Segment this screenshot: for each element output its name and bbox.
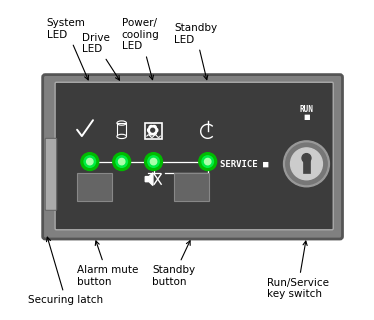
Circle shape: [152, 131, 156, 135]
Circle shape: [87, 158, 93, 165]
Text: Standby
LED: Standby LED: [174, 23, 217, 80]
Circle shape: [84, 156, 96, 167]
FancyBboxPatch shape: [45, 138, 57, 210]
Circle shape: [152, 125, 156, 130]
Circle shape: [199, 153, 217, 171]
Text: Standby
button: Standby button: [152, 241, 195, 287]
FancyBboxPatch shape: [43, 75, 343, 239]
Circle shape: [148, 128, 152, 132]
Circle shape: [145, 153, 162, 171]
Circle shape: [283, 141, 329, 187]
Bar: [145, 123, 162, 139]
Circle shape: [202, 156, 214, 167]
Ellipse shape: [117, 134, 126, 139]
Circle shape: [291, 148, 322, 180]
Circle shape: [81, 153, 99, 171]
Bar: [77, 173, 112, 201]
Text: ■: ■: [303, 114, 310, 120]
Bar: [117, 123, 126, 136]
Text: System
LED: System LED: [47, 18, 89, 80]
Circle shape: [153, 128, 158, 132]
Circle shape: [205, 158, 211, 165]
Circle shape: [113, 153, 131, 171]
Circle shape: [302, 154, 311, 163]
Circle shape: [151, 128, 154, 132]
Polygon shape: [145, 173, 153, 186]
Circle shape: [119, 158, 125, 165]
Text: RUN: RUN: [300, 105, 313, 114]
FancyBboxPatch shape: [55, 82, 333, 230]
Text: Alarm mute
button: Alarm mute button: [77, 241, 138, 287]
Text: Power/
cooling
LED: Power/ cooling LED: [122, 18, 159, 80]
Bar: [303, 158, 310, 173]
Text: Drive
LED: Drive LED: [82, 33, 120, 80]
Bar: [174, 173, 209, 201]
Circle shape: [148, 156, 159, 167]
Circle shape: [149, 125, 153, 130]
Circle shape: [116, 156, 128, 167]
Circle shape: [150, 158, 157, 165]
Circle shape: [286, 143, 327, 185]
Text: Run/Service
key switch: Run/Service key switch: [267, 241, 329, 300]
Text: SERVICE ■: SERVICE ■: [220, 159, 269, 168]
Circle shape: [149, 131, 153, 135]
Text: Securing latch: Securing latch: [28, 237, 104, 305]
